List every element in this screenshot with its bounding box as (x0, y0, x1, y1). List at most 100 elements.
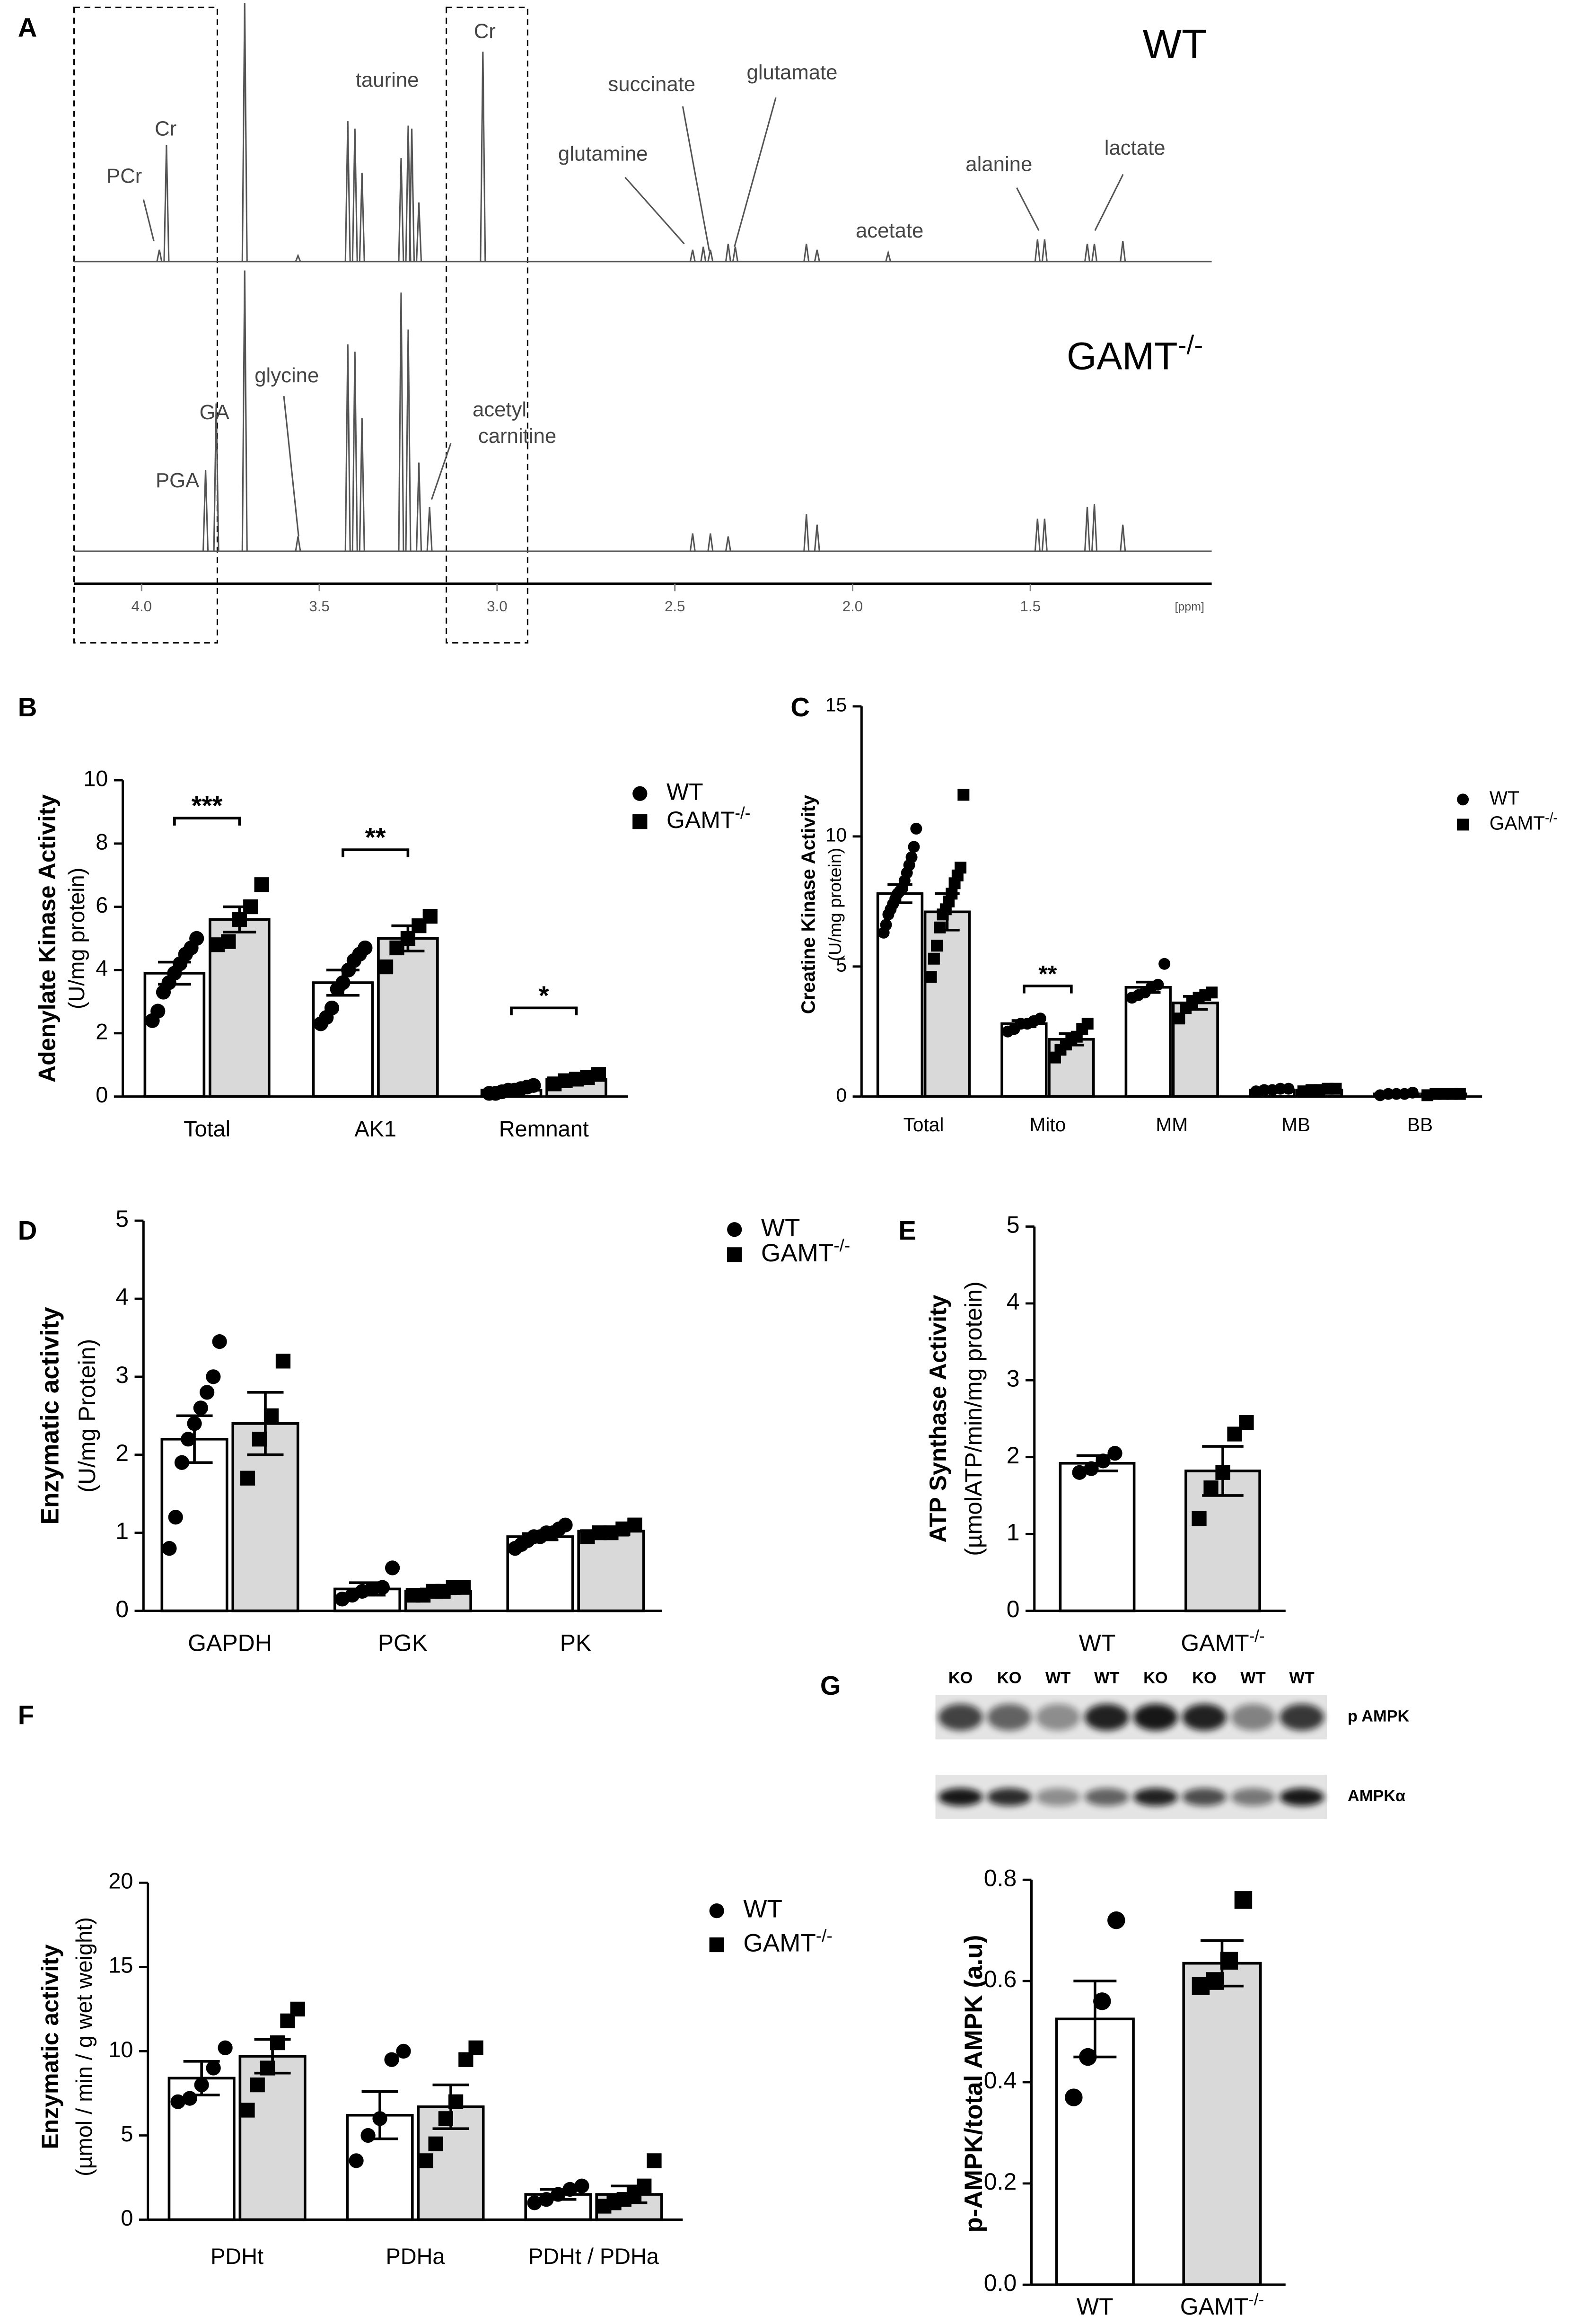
data-point (1406, 1086, 1419, 1099)
y-tick-label: 0 (115, 1596, 129, 1622)
data-point (372, 2111, 387, 2126)
data-point (174, 1455, 190, 1470)
annotation: PCr (106, 164, 142, 187)
data-point (438, 2111, 453, 2126)
significance-bracket (1023, 985, 1073, 994)
annotation-line (734, 97, 777, 247)
y-tick-label: 0.2 (984, 2168, 1017, 2195)
data-point (218, 2040, 233, 2055)
data-point (1192, 1511, 1207, 1526)
data-point (206, 2060, 221, 2076)
spectrum-peak (359, 173, 365, 262)
data-point (168, 1510, 183, 1525)
data-point (182, 2091, 197, 2106)
legend-marker (709, 1903, 724, 1919)
data-point (1239, 1415, 1254, 1430)
spectrum-peak (344, 121, 351, 262)
data-point (324, 1000, 340, 1016)
y-tick-label: 20 (108, 1869, 133, 1893)
x-tick-label: PGK (378, 1630, 428, 1656)
y-tick-label: 15 (825, 694, 847, 716)
blot-band (1084, 1788, 1129, 1806)
annotation-line (624, 176, 685, 245)
bar (1182, 1962, 1262, 2286)
bar (1184, 1470, 1261, 1612)
y-tick-label: 4 (1007, 1288, 1020, 1315)
lane-label: WT (1045, 1669, 1070, 1687)
data-point (396, 2043, 411, 2059)
significance-bracket (342, 848, 410, 857)
blot-band (1133, 1704, 1178, 1731)
significance-label: ** (1038, 960, 1057, 987)
blot-band (1084, 1704, 1129, 1731)
x-tick-label: PDHt (210, 2244, 263, 2269)
x-tick-label: Mito (1030, 1114, 1066, 1136)
data-point (240, 2103, 255, 2118)
annotation: lactate (1105, 136, 1166, 159)
legend-label: WT (666, 779, 703, 805)
legend-marker (632, 814, 648, 829)
data-point (290, 2001, 305, 2016)
bar (167, 2077, 236, 2221)
y-tick-label: 2 (115, 1440, 129, 1466)
annotation: taurine (356, 68, 419, 91)
spectrum-peak (408, 128, 415, 262)
spectrum-peak (1120, 524, 1126, 552)
annotation: alanine (965, 152, 1032, 176)
y-tick-label: 2 (1007, 1442, 1020, 1469)
data-point (1215, 1465, 1230, 1480)
spectrum-peak (707, 533, 714, 552)
series-label: WT (1143, 21, 1207, 67)
blot-band (1280, 1704, 1324, 1731)
blot-band (1231, 1704, 1275, 1731)
y-axis-label: Creatine Kinase Activity (798, 795, 819, 1014)
y-axis-label: Enzymatic activity (37, 1944, 63, 2149)
data-point (1107, 1446, 1122, 1461)
data-point (1274, 1083, 1287, 1095)
data-point (384, 2052, 399, 2067)
data-point (910, 822, 922, 835)
data-point (243, 899, 258, 915)
blot-band (1035, 1788, 1080, 1806)
data-point (263, 1408, 279, 1423)
data-point (955, 862, 967, 874)
x-tick-label: Remnant (499, 1117, 589, 1141)
data-point (1072, 1465, 1087, 1480)
data-point (448, 2094, 464, 2109)
lane-label: WT (1094, 1669, 1119, 1687)
y-axis-label: (U/mg protein) (64, 868, 89, 1009)
spectrum-peak (803, 514, 810, 552)
data-point (1081, 1018, 1094, 1030)
panel-letter: F (18, 1700, 34, 1730)
data-point (212, 1334, 227, 1349)
y-tick-label: 5 (115, 1206, 129, 1232)
spectrum-peak (689, 533, 696, 552)
lane-label: WT (1240, 1669, 1265, 1687)
data-point (539, 2192, 554, 2207)
data-point (275, 1354, 291, 1369)
data-point (1107, 1911, 1125, 1929)
spectrum-peak (1034, 519, 1041, 552)
data-point (1382, 1088, 1394, 1100)
bar (923, 910, 971, 1098)
spectrum-peak (732, 246, 738, 262)
y-axis-label: (µmolATP/min/mg protein) (960, 1281, 987, 1556)
panel-letter: E (898, 1215, 916, 1245)
significance-label: *** (192, 791, 223, 820)
annotation: Cr (155, 117, 176, 140)
y-axis-label: (U/mg Protein) (74, 1339, 100, 1493)
data-point (1220, 1952, 1238, 1970)
data-point (1258, 1084, 1270, 1096)
spectrum-peak (885, 250, 892, 262)
legend-marker (709, 1937, 724, 1953)
spectrum-peak (295, 254, 301, 262)
annotation-line (283, 396, 299, 537)
data-point (378, 959, 394, 975)
y-tick-label: 0 (96, 1083, 108, 1107)
x-tick-label: PDHa (386, 2244, 446, 2269)
data-point (1152, 978, 1164, 991)
bar (238, 2055, 307, 2221)
y-axis-label: p-AMPK/total AMPK (a.u) (960, 1935, 988, 2233)
y-tick-label: 5 (836, 954, 847, 976)
bar (1059, 1461, 1136, 1612)
